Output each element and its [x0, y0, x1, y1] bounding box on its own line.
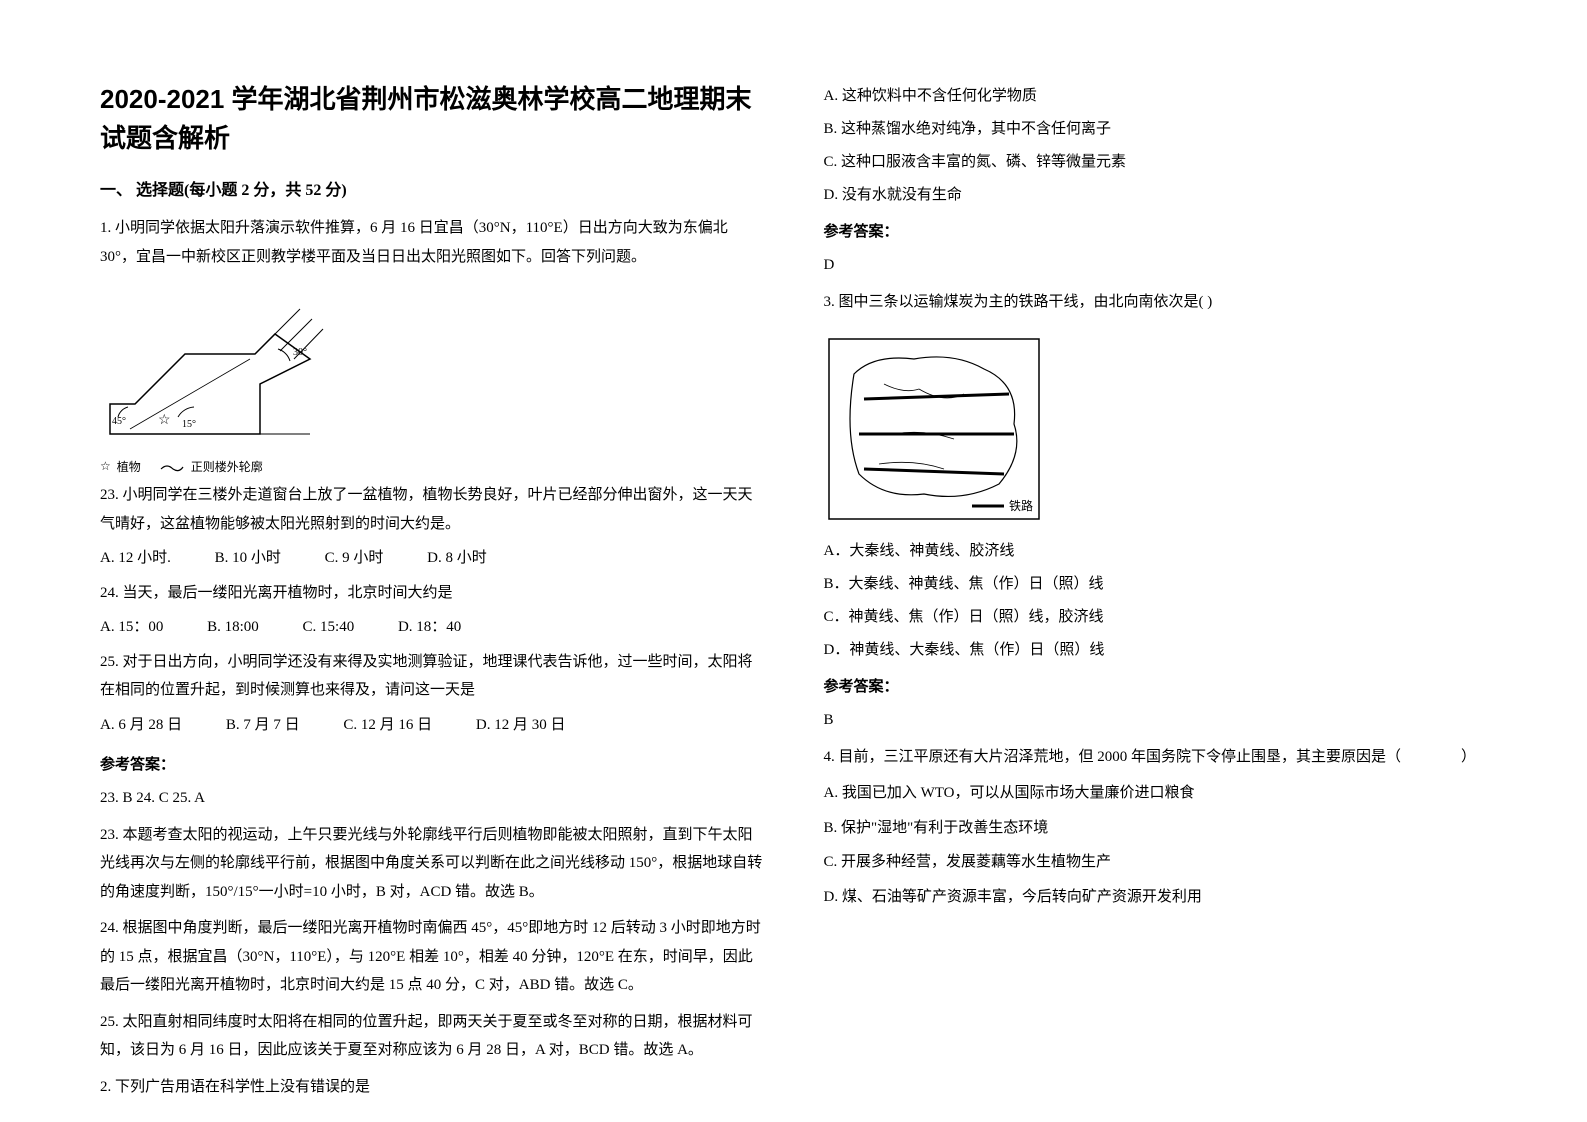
q4-optA: A. 我国已加入 WTO，可以从国际市场大量廉价进口粮食	[824, 779, 1488, 808]
q4-optB: B. 保护"湿地"有利于改善生态环境	[824, 814, 1488, 843]
opt-a: A. 6 月 28 日	[100, 711, 182, 740]
legend-plant: ☆ 植物	[100, 458, 141, 475]
q1-sub24: 24. 当天，最后一缕阳光离开植物时，北京时间大约是	[100, 579, 764, 608]
q1-opts25: A. 6 月 28 日 B. 7 月 7 日 C. 12 月 16 日 D. 1…	[100, 711, 764, 740]
q2-optA: A. 这种饮料中不含任何化学物质	[824, 80, 1488, 113]
q2-optD: D. 没有水就没有生命	[824, 179, 1488, 212]
outline-icon	[159, 461, 185, 473]
q2-answer: D	[824, 251, 1488, 280]
q2-optC: C. 这种口服液含丰富的氮、磷、锌等微量元素	[824, 146, 1488, 179]
q1-answer-label: 参考答案：	[100, 753, 764, 774]
exam-title: 2020-2021 学年湖北省荆州市松滋奥林学校高二地理期末试题含解析	[100, 80, 764, 158]
q2-stem: 2. 下列广告用语在科学性上没有错误的是	[100, 1073, 764, 1102]
q1-opts23: A. 12 小时. B. 10 小时 C. 9 小时 D. 8 小时	[100, 544, 764, 573]
opt-d: D. 18：40	[398, 613, 461, 642]
opt-c: C. 15:40	[303, 613, 355, 642]
opt-b: B. 10 小时	[215, 544, 281, 573]
plant-star-icon: ☆	[158, 413, 171, 428]
q1-sub23: 23. 小明同学在三楼外走道窗台上放了一盆植物，植物长势良好，叶片已经部分伸出窗…	[100, 481, 764, 538]
q1-opts24: A. 15：00 B. 18:00 C. 15:40 D. 18：40	[100, 613, 764, 642]
legend-outline: 正则楼外轮廓	[159, 458, 263, 475]
q1-figure-legend: ☆ 植物 正则楼外轮廓	[100, 458, 764, 475]
opt-b: B. 18:00	[207, 613, 259, 642]
q4-optC: C. 开展多种经营，发展菱藕等水生植物生产	[824, 848, 1488, 877]
opt-a: A. 12 小时.	[100, 544, 171, 573]
angle-45-label: 45°	[112, 416, 126, 427]
star-icon: ☆	[100, 459, 111, 474]
angle-15-label: 15°	[182, 419, 196, 430]
q3-optB: B．大秦线、神黄线、焦（作）日（照）线	[824, 568, 1488, 601]
opt-c: C. 9 小时	[325, 544, 384, 573]
legend-plant-label: 植物	[117, 458, 141, 475]
opt-d: D. 8 小时	[427, 544, 487, 573]
opt-a: A. 15：00	[100, 613, 163, 642]
q1-exp25: 25. 太阳直射相同纬度时太阳将在相同的位置升起，即两天关于夏至或冬至对称的日期…	[100, 1008, 764, 1065]
q3-figure: 铁路	[824, 334, 1488, 529]
left-column: 2020-2021 学年湖北省荆州市松滋奥林学校高二地理期末试题含解析 一、 选…	[100, 80, 764, 1082]
railway-map: 铁路	[824, 334, 1044, 524]
q3-answer: B	[824, 706, 1488, 735]
q2-optB: B. 这种蒸馏水绝对纯净，其中不含任何离子	[824, 113, 1488, 146]
angle-30-label: 30°	[293, 347, 307, 358]
q3-stem: 3. 图中三条以运输煤炭为主的铁路干线，由北向南依次是( )	[824, 288, 1488, 317]
q4-optD: D. 煤、石油等矿产资源丰富，今后转向矿产资源开发利用	[824, 883, 1488, 912]
opt-d: D. 12 月 30 日	[476, 711, 566, 740]
right-column: A. 这种饮料中不含任何化学物质 B. 这种蒸馏水绝对纯净，其中不含任何离子 C…	[824, 80, 1488, 1082]
q1-answer-summary: 23. B 24. C 25. A	[100, 784, 764, 813]
q1-exp24: 24. 根据图中角度判断，最后一缕阳光离开植物时南偏西 45°，45°即地方时 …	[100, 914, 764, 1000]
opt-c: C. 12 月 16 日	[343, 711, 432, 740]
railway-legend-label: 铁路	[1009, 498, 1033, 513]
q3-answer-label: 参考答案：	[824, 675, 1488, 696]
q4-stem: 4. 目前，三江平原还有大片沼泽荒地，但 2000 年国务院下令停止围垦，其主要…	[824, 743, 1488, 772]
q3-optC: C．神黄线、焦（作）日（照）线，胶济线	[824, 601, 1488, 634]
legend-outline-label: 正则楼外轮廓	[191, 458, 263, 475]
opt-b: B. 7 月 7 日	[226, 711, 300, 740]
q1-stem: 1. 小明同学依据太阳升落演示软件推算，6 月 16 日宜昌（30°N，110°…	[100, 214, 764, 271]
q1-exp23: 23. 本题考查太阳的视运动，上午只要光线与外轮廓线平行后则植物即能被太阳照射，…	[100, 821, 764, 907]
q1-figure: 30° 45° ☆ 15° ☆ 植物 正则楼外轮廓	[100, 289, 764, 475]
q3-optD: D．神黄线、大秦线、焦（作）日（照）线	[824, 634, 1488, 667]
q1-sub25: 25. 对于日出方向，小明同学还没有来得及实地测算验证，地理课代表告诉他，过一些…	[100, 648, 764, 705]
q3-optA: A．大秦线、神黄线、胶济线	[824, 535, 1488, 568]
q2-answer-label: 参考答案：	[824, 220, 1488, 241]
section-header: 一、 选择题(每小题 2 分，共 52 分)	[100, 176, 764, 200]
building-diagram: 30° 45° ☆ 15°	[100, 289, 330, 449]
